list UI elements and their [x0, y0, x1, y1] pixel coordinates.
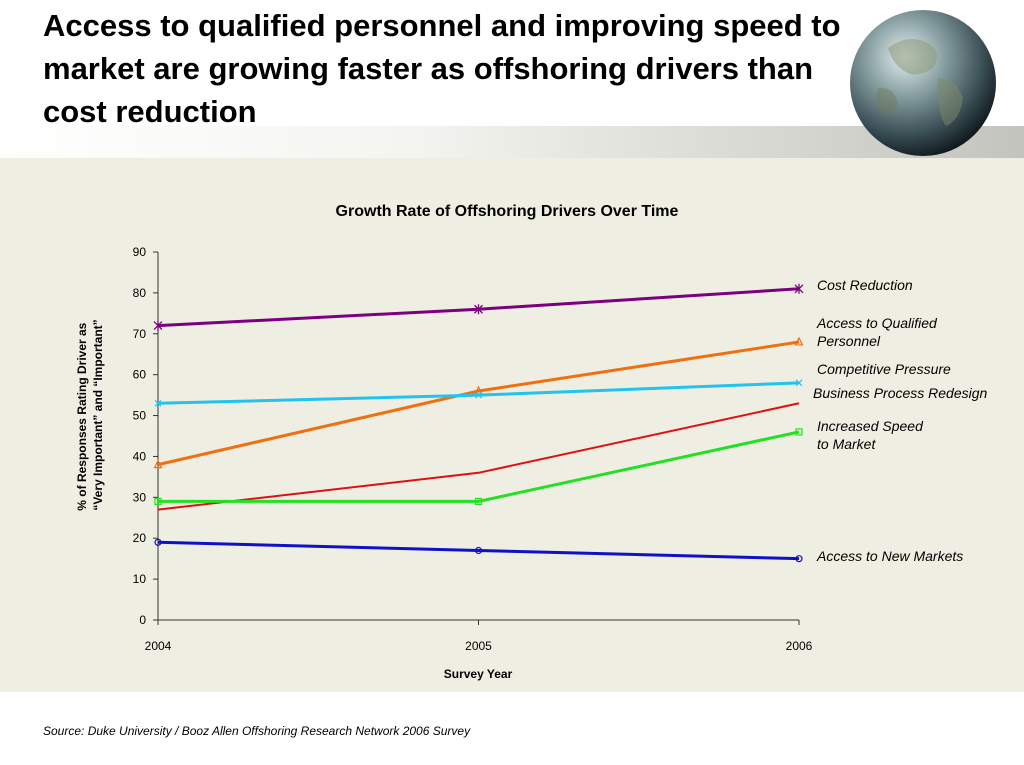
chart-panel [0, 158, 1024, 692]
x-tick-label: 2004 [145, 639, 172, 653]
series-line [158, 430, 800, 503]
globe-icon [850, 10, 996, 156]
data-point [153, 320, 163, 331]
data-point [795, 428, 803, 436]
source-note: Source: Duke University / Booz Allen Off… [43, 724, 471, 738]
y-tick-label: 20 [133, 531, 147, 545]
y-tick-label: 0 [139, 613, 146, 627]
series-label-line: to Market [817, 436, 876, 452]
y-axis-label-line-1: % of Responses Rating Driver as [75, 322, 89, 510]
y-tick-label: 30 [133, 490, 147, 504]
series-line [157, 340, 800, 467]
data-point [794, 283, 804, 294]
y-tick-label: 40 [133, 449, 147, 463]
data-point [153, 459, 163, 469]
data-point [154, 538, 162, 546]
data-point [474, 497, 483, 506]
data-point [154, 497, 162, 506]
y-tick-label: 60 [133, 368, 147, 382]
series-label: Competitive Pressure [817, 361, 951, 377]
series-line [157, 402, 800, 511]
series-label-line: Competitive Pressure [817, 361, 951, 377]
x-axis-label: Survey Year [444, 667, 513, 681]
chart-title: Growth Rate of Offshoring Drivers Over T… [336, 203, 679, 220]
data-point [795, 379, 803, 387]
data-point [794, 336, 804, 346]
series-label-line: Personnel [817, 333, 881, 349]
series-label-line: Business Process Redesign [813, 385, 988, 401]
series-label: Access to Qualified Personnel [816, 315, 938, 349]
data-point [474, 304, 483, 315]
y-tick-label: 10 [133, 572, 147, 586]
data-point [475, 391, 482, 399]
y-tick-label: 90 [133, 245, 147, 259]
series-label-line: Increased Speed [817, 418, 924, 434]
data-point [154, 399, 162, 407]
y-tick-label: 50 [133, 409, 147, 423]
series-label-line: Access to Qualified [816, 315, 938, 331]
series-label-line: Cost Reduction [817, 277, 913, 293]
slide-title: Access to qualified personnel and improv… [43, 8, 841, 129]
x-tick-label: 2006 [786, 639, 813, 653]
series-label-line: Access to New Markets [816, 548, 963, 564]
series-label: Cost Reduction [817, 277, 913, 293]
series-label: Access to New Markets [816, 548, 963, 564]
x-tick-label: 2005 [465, 639, 492, 653]
y-tick-label: 70 [133, 327, 147, 341]
data-point [795, 555, 803, 563]
series-label: Business Process Redesign [813, 385, 988, 401]
y-axis-label-line-2: “Very Important” and “Important” [91, 319, 105, 510]
series-line [157, 540, 800, 561]
y-tick-label: 80 [133, 286, 147, 300]
header-band [0, 126, 1024, 158]
series-label: Increased Speed to Market [817, 418, 924, 452]
data-point [474, 546, 483, 555]
y-axis-label: % of Responses Rating Driver as “Very Im… [75, 319, 105, 510]
